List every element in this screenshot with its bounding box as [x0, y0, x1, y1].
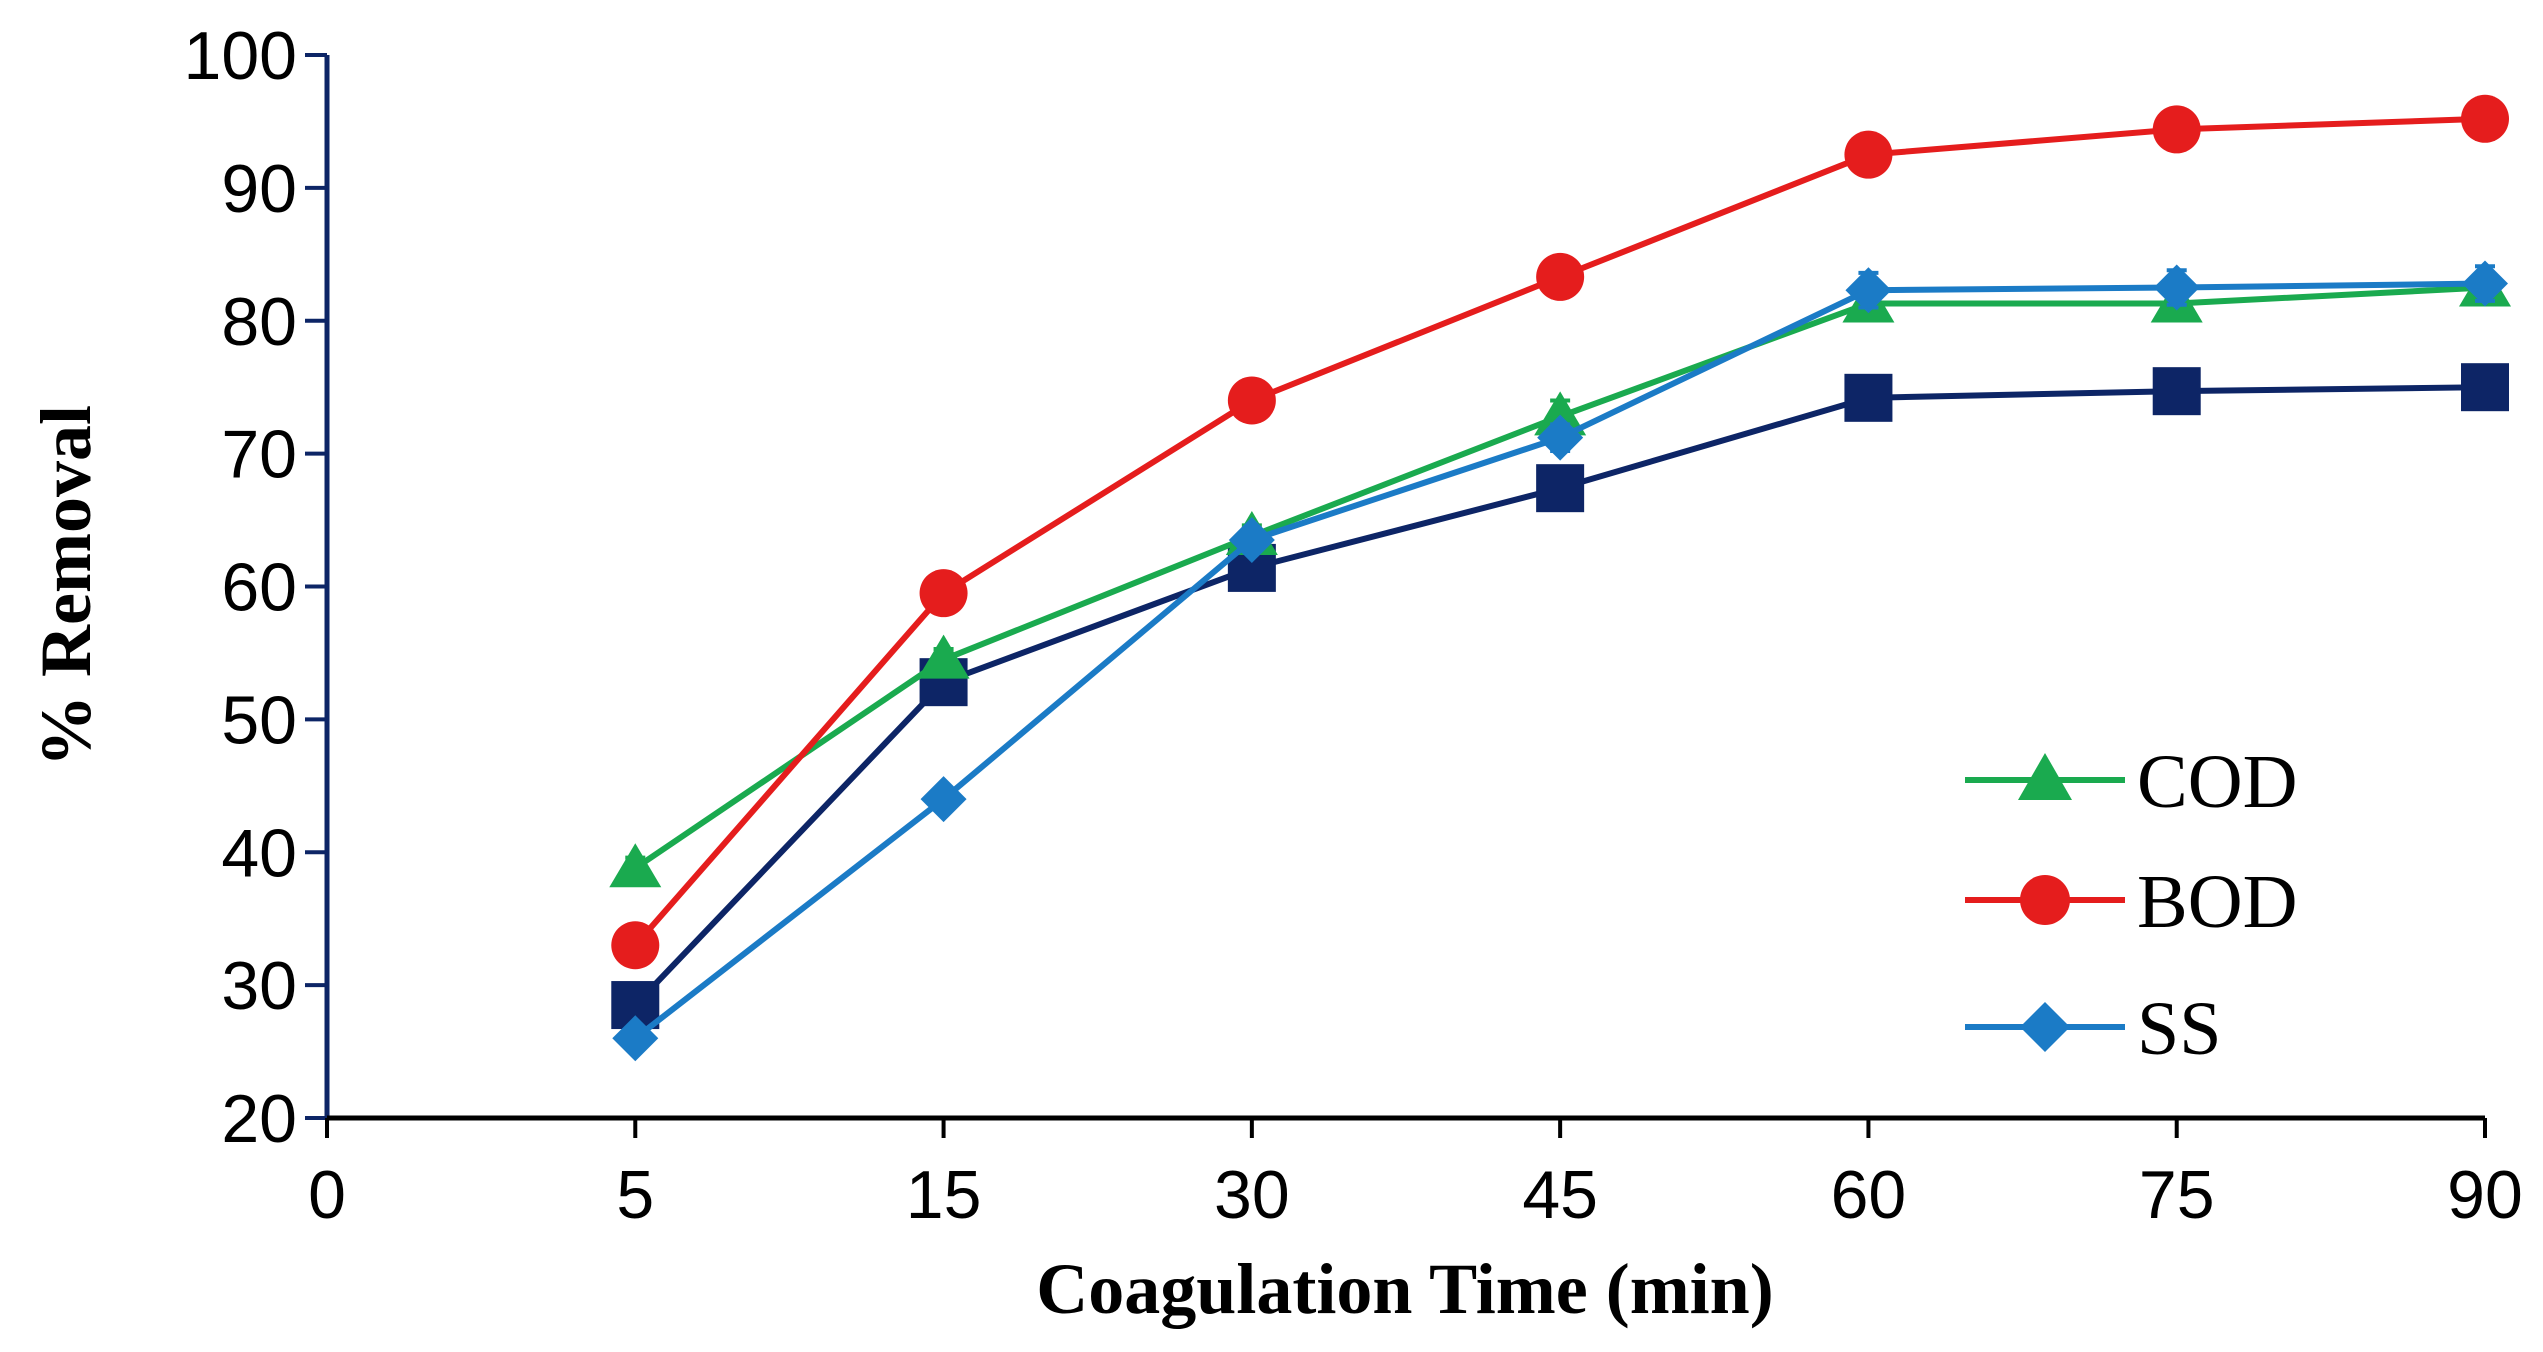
y-tick-label: 40	[221, 815, 297, 891]
data-point-bod	[919, 569, 968, 618]
data-point-cod	[1534, 391, 1587, 436]
series-layer	[609, 94, 2511, 1062]
data-point-ss	[1228, 516, 1275, 563]
legend-marker-ss	[2020, 1002, 2070, 1052]
x-tick-label: 90	[2447, 1157, 2523, 1233]
y-tick-label: 20	[221, 1081, 297, 1157]
legend-item-bod: BOD	[1965, 860, 2297, 944]
legend-marker-cod	[2018, 753, 2072, 800]
data-point-series-4	[2461, 363, 2509, 412]
y-tick-label: 30	[221, 948, 297, 1024]
data-point-ss	[1537, 414, 1584, 461]
legend-item-ss: SS	[1965, 987, 2222, 1071]
y-axis-title: % Removal	[26, 405, 106, 767]
data-point-bod	[1227, 376, 1276, 425]
tick-layer: 20 30 40 50 60 70 80 90 100 0 5 15 30 45 60 75 90	[184, 18, 2523, 1233]
y-tick-label: 90	[221, 151, 297, 227]
y-tick-label: 100	[184, 18, 297, 94]
data-point-ss	[2153, 264, 2200, 311]
data-point-bod	[2152, 105, 2201, 154]
legend-item-cod: COD	[1965, 740, 2297, 824]
data-point-bod	[611, 921, 660, 970]
data-point-bod	[1844, 130, 1893, 179]
legend-label-ss: SS	[2137, 987, 2222, 1071]
data-point-cod	[917, 634, 970, 679]
data-point-series-4	[1536, 464, 1585, 513]
data-point-bod	[1536, 252, 1585, 301]
series-bod	[611, 94, 2509, 970]
data-point-ss	[612, 1015, 659, 1062]
data-point-ss	[1845, 267, 1892, 314]
data-point-series-4	[1844, 373, 1893, 422]
data-point-bod	[2461, 94, 2509, 143]
series-ss	[612, 260, 2508, 1062]
data-point-series-4	[2152, 367, 2201, 416]
y-tick-label: 70	[221, 417, 297, 493]
y-tick-label: 50	[221, 682, 297, 758]
x-tick-label: 30	[1214, 1157, 1290, 1233]
x-tick-label: 0	[308, 1157, 346, 1233]
legend-label-cod: COD	[2137, 740, 2297, 824]
x-tick-label: 75	[2139, 1157, 2215, 1233]
x-tick-label: 5	[616, 1157, 654, 1233]
legend-label-bod: BOD	[2137, 860, 2297, 944]
y-tick-label: 80	[221, 284, 297, 360]
x-tick-label: 15	[906, 1157, 982, 1233]
y-tick-label: 60	[221, 550, 297, 626]
legend-marker-bod	[2020, 875, 2070, 925]
data-point-ss	[920, 776, 967, 823]
data-point-cod	[609, 843, 662, 888]
x-tick-label: 45	[1522, 1157, 1598, 1233]
x-axis-title: Coagulation Time (min)	[1036, 1249, 1773, 1329]
x-tick-label: 60	[1831, 1157, 1907, 1233]
legend: COD BOD SS	[1965, 740, 2297, 1071]
data-point-ss	[2462, 260, 2508, 307]
